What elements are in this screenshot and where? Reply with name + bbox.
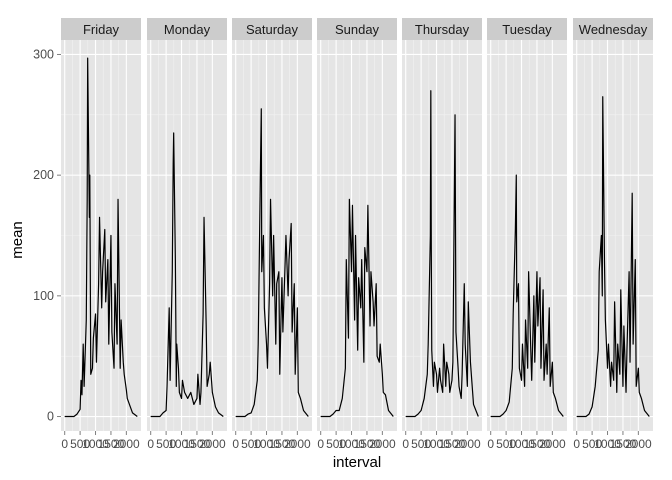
x-tick-label: 500 [241,437,261,451]
facet-strip [573,18,653,40]
x-tick-label: 1500 [610,437,637,451]
series-line-monday [150,132,224,418]
facet-strip-label: Tuesday [502,22,552,37]
x-axis-title: interval [333,454,381,471]
x-tick-label: 2000 [454,437,481,451]
facet-strip-label: Sunday [335,22,380,37]
x-tick-label: 2000 [539,437,566,451]
x-tick-label: 1000 [338,437,365,451]
y-tick-label: 200 [33,168,54,182]
facet-strip-label: Wednesday [579,22,648,37]
x-tick-label: 1000 [508,437,535,451]
facet-strip [61,18,141,40]
y-tick-label: 100 [33,289,54,303]
x-tick-label: 500 [582,437,602,451]
x-tick-label: 1500 [184,437,211,451]
x-tick-label: 0 [61,437,68,451]
x-tick-label: 1500 [269,437,296,451]
x-tick-label: 500 [411,437,431,451]
facet-strip-label: Saturday [246,22,299,37]
series-line-saturday [235,108,309,418]
x-tick-label: 1500 [524,437,551,451]
x-tick-label: 0 [573,437,580,451]
x-tick-label: 500 [326,437,346,451]
facet-strip-label: Friday [83,22,120,37]
x-tick-label: 1000 [168,437,195,451]
x-tick-label: 1000 [594,437,621,451]
series-line-tuesday [490,174,564,418]
y-axis: 0 100 200 300 [33,47,61,424]
x-tick-label: 0 [147,437,154,451]
x-tick-label: 1000 [253,437,280,451]
x-tick-label: 500 [156,437,176,451]
x-tick-label: 2000 [284,437,311,451]
series-line-sunday [320,198,394,418]
x-tick-label: 2000 [625,437,652,451]
x-tick-label: 1000 [423,437,450,451]
x-tick-label: 2000 [369,437,396,451]
facet-strip [232,18,312,40]
x-tick-label: 2000 [113,437,140,451]
facet-strip [147,18,227,40]
facet-strip-label: Thursday [415,22,470,37]
x-tick-label: 1500 [98,437,125,451]
series-line-friday [64,57,138,418]
series-line-thursday [405,90,479,418]
y-tick-label: 0 [47,410,54,424]
x-tick-label: 0 [232,437,239,451]
x-tick-label: 0 [317,437,324,451]
facet-strip-label: Monday [164,22,211,37]
facet-strip [317,18,397,40]
y-axis-title: mean [9,221,26,259]
x-tick-label: 500 [496,437,516,451]
x-tick-label: 0 [402,437,409,451]
x-tick-label: 500 [70,437,90,451]
series-line-wednesday [576,96,650,418]
x-tick-label: 1500 [354,437,381,451]
facet-strip [402,18,482,40]
facet-strip [487,18,567,40]
x-tick-label: 1500 [439,437,466,451]
x-tick-label: 0 [487,437,494,451]
x-tick-label: 2000 [199,437,226,451]
x-tick-label: 1000 [82,437,109,451]
y-tick-label: 300 [33,47,54,61]
